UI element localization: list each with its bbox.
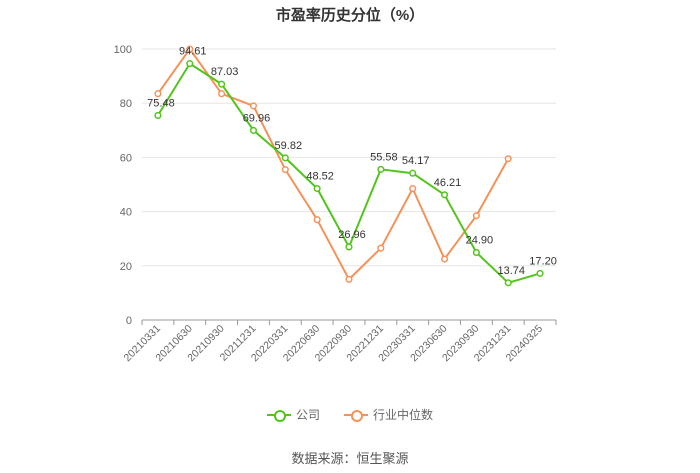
legend-item-industry-median[interactable]: 行业中位数 (344, 406, 433, 423)
data-label-12: 17.20 (529, 255, 557, 267)
series-line-1 (157, 48, 510, 281)
data-label-6: 26.96 (338, 229, 366, 241)
series-0-point-4 (281, 154, 289, 162)
chart-legend: 公司 行业中位数 (0, 406, 700, 423)
y-tick-label-0: 0 (126, 315, 132, 327)
line-chart: 0204060801002021033120210630202109302021… (114, 44, 557, 364)
series-0-point-10 (472, 248, 480, 257)
series-0-point-5 (313, 184, 321, 193)
data-label-8: 54.17 (402, 155, 430, 167)
series-0-point-0 (154, 111, 162, 119)
data-label-9: 46.21 (434, 177, 462, 189)
series-0-point-8 (409, 169, 417, 177)
series-0-point-11 (504, 279, 512, 287)
series-1-point-0 (154, 90, 162, 98)
data-label-7: 55.58 (370, 151, 398, 163)
y-tick-label-20: 20 (120, 261, 132, 273)
series-1-point-7 (377, 244, 385, 252)
series-1-point-2 (218, 90, 226, 98)
series-1-point-1 (186, 45, 194, 53)
data-label-0: 75.48 (147, 97, 175, 109)
series-0-point-1 (186, 60, 194, 68)
y-tick-label-60: 60 (120, 152, 132, 164)
series-0-point-9 (440, 191, 449, 199)
legend-label-company: 公司 (295, 408, 320, 422)
series-1-point-10 (472, 212, 480, 220)
legend-swatch-company (266, 409, 291, 422)
y-tick-label-40: 40 (120, 207, 132, 219)
series-1-point-8 (409, 185, 417, 193)
data-label-2: 87.03 (211, 66, 239, 78)
series-0-point-6 (345, 243, 353, 251)
series-1-point-3 (249, 102, 258, 110)
series-0-point-12 (536, 269, 544, 277)
legend-swatch-industry-median (344, 409, 368, 422)
data-label-3: 69.96 (243, 112, 271, 124)
data-label-11: 13.74 (497, 265, 525, 277)
y-tick-label-100: 100 (114, 44, 132, 56)
series-1-point-11 (504, 155, 512, 163)
series-1-point-9 (440, 255, 449, 263)
series-1-point-6 (345, 275, 353, 283)
data-label-4: 59.82 (275, 140, 303, 152)
data-source: 数据来源：恒生聚源 (291, 451, 409, 466)
series-1-point-4 (281, 166, 289, 174)
data-label-1: 94.61 (179, 46, 207, 58)
series-1-point-5 (313, 216, 321, 224)
chart-title: 市盈率历史分位（%） (275, 7, 425, 24)
legend-item-company[interactable]: 公司 (266, 406, 320, 423)
series-0-point-2 (218, 80, 226, 88)
series-0-point-3 (249, 126, 258, 134)
y-tick-label-80: 80 (120, 98, 132, 110)
series-0-point-7 (377, 165, 385, 173)
data-label-10: 24.90 (466, 235, 494, 247)
data-label-5: 48.52 (306, 171, 334, 183)
legend-label-industry-median: 行业中位数 (373, 408, 434, 422)
